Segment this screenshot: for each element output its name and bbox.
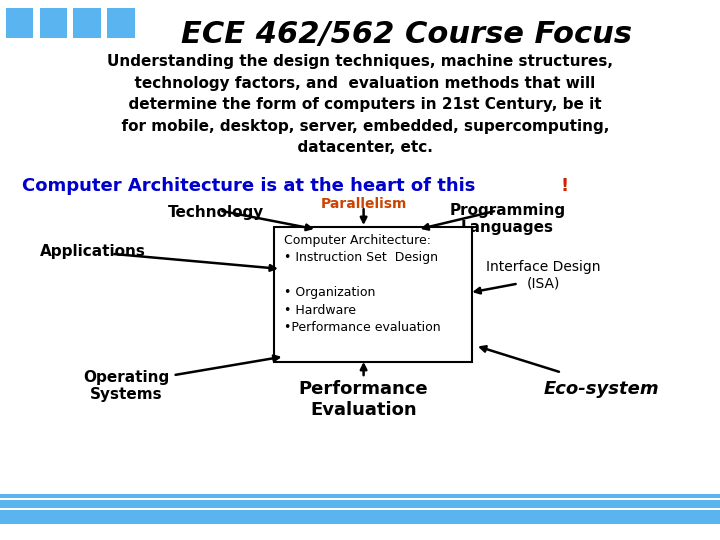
FancyBboxPatch shape: [73, 8, 101, 38]
Text: Parallelism: Parallelism: [320, 197, 407, 211]
FancyBboxPatch shape: [274, 227, 472, 362]
Text: Eco-system: Eco-system: [544, 380, 659, 398]
Text: Applications: Applications: [40, 244, 145, 259]
Text: Understanding the design techniques, machine structures,: Understanding the design techniques, mac…: [107, 54, 613, 69]
FancyBboxPatch shape: [0, 500, 720, 508]
Text: technology factors, and  evaluation methods that will: technology factors, and evaluation metho…: [125, 76, 595, 91]
Text: Computer Architecture is at the heart of this: Computer Architecture is at the heart of…: [22, 177, 475, 195]
Text: Computer Architecture:
• Instruction Set  Design

• Organization
• Hardware
•Per: Computer Architecture: • Instruction Set…: [284, 234, 441, 334]
Text: ECE 462/562 Course Focus: ECE 462/562 Course Focus: [181, 20, 632, 49]
Text: datacenter, etc.: datacenter, etc.: [287, 140, 433, 156]
Text: !: !: [560, 177, 568, 195]
Text: determine the form of computers in 21st Century, be it: determine the form of computers in 21st …: [118, 97, 602, 112]
Text: Performance
Evaluation: Performance Evaluation: [299, 380, 428, 419]
FancyBboxPatch shape: [6, 8, 33, 38]
Text: Operating
Systems: Operating Systems: [83, 370, 169, 402]
FancyBboxPatch shape: [40, 8, 67, 38]
FancyBboxPatch shape: [0, 494, 720, 498]
Text: Interface Design
(ISA): Interface Design (ISA): [486, 260, 601, 291]
FancyBboxPatch shape: [107, 8, 135, 38]
Text: Programming
Languages: Programming Languages: [449, 202, 566, 235]
Text: for mobile, desktop, server, embedded, supercomputing,: for mobile, desktop, server, embedded, s…: [111, 119, 609, 134]
Text: Technology: Technology: [168, 205, 264, 220]
FancyBboxPatch shape: [0, 510, 720, 524]
